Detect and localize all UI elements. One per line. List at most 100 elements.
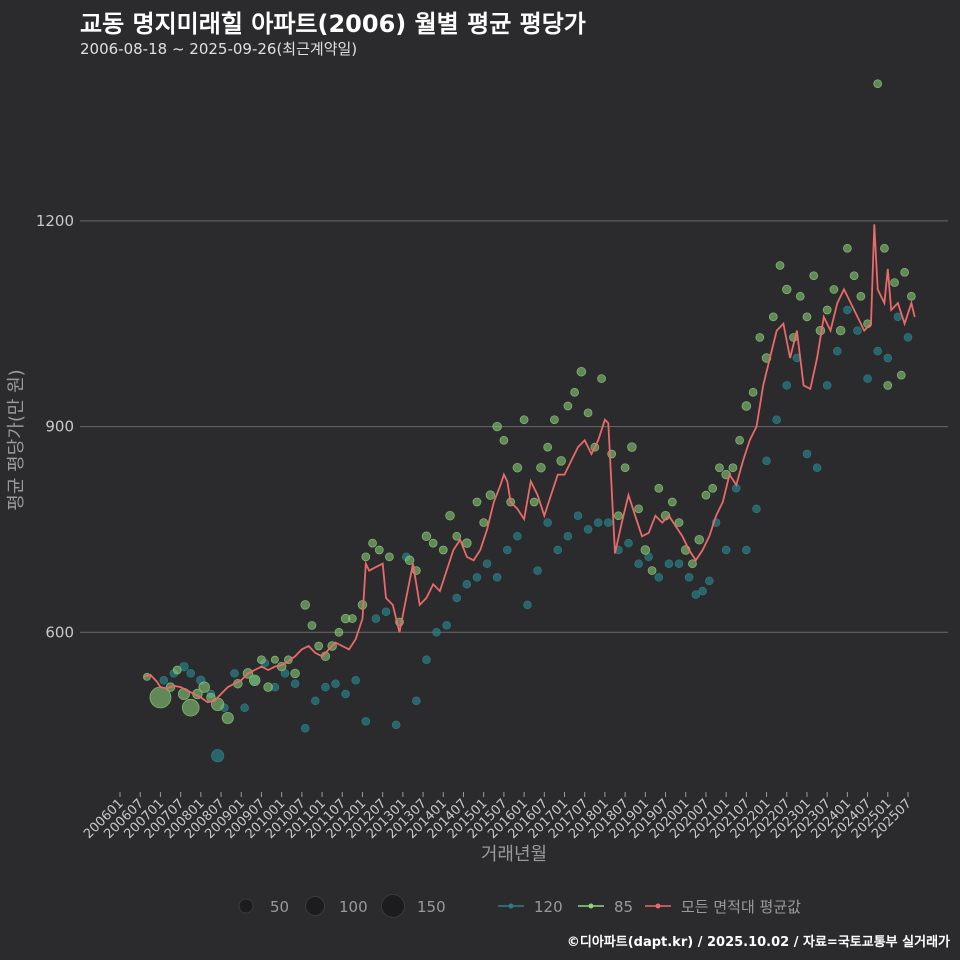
data-point-120 <box>442 621 451 630</box>
data-point-85 <box>462 538 472 548</box>
data-point-85 <box>385 552 394 562</box>
data-point-120 <box>691 590 701 599</box>
data-point-85 <box>883 381 893 390</box>
legend: 50 100 150 120 85 모든 면적대 평균값 <box>238 894 801 918</box>
data-point-120 <box>802 449 812 459</box>
data-point-120 <box>853 326 862 335</box>
data-point-85 <box>452 531 462 541</box>
data-point-85 <box>374 545 384 555</box>
data-point-85 <box>667 497 677 507</box>
data-point-120 <box>492 573 502 582</box>
data-point-85 <box>270 655 279 664</box>
data-point-85 <box>809 271 819 281</box>
data-point-120 <box>782 381 792 390</box>
data-point-120 <box>604 518 613 527</box>
data-point-120 <box>381 607 391 616</box>
data-point-85 <box>768 312 778 322</box>
data-point-120 <box>361 717 371 726</box>
data-point-120 <box>230 669 239 678</box>
data-point-120 <box>371 614 381 623</box>
data-point-120 <box>742 545 751 555</box>
data-point-120 <box>543 518 552 527</box>
data-point-120 <box>290 679 300 688</box>
data-point-85 <box>421 531 432 542</box>
data-point-85 <box>835 325 846 336</box>
data-point-120 <box>311 696 320 706</box>
data-point-85 <box>348 614 357 623</box>
data-point-85 <box>735 435 744 445</box>
data-point-85 <box>829 285 839 294</box>
data-point-120 <box>664 559 674 568</box>
data-point-85 <box>896 370 906 380</box>
data-point-120 <box>159 676 169 685</box>
data-point-85 <box>536 462 546 473</box>
legend-size-label: 50 <box>270 898 289 916</box>
data-point-85 <box>782 284 792 295</box>
series-120 <box>159 305 913 763</box>
data-point-85 <box>741 401 752 411</box>
data-point-85 <box>438 545 448 555</box>
data-point-120 <box>863 374 872 383</box>
series-average <box>143 224 916 704</box>
data-point-85 <box>688 559 697 569</box>
data-point-120 <box>721 545 731 555</box>
data-point-120 <box>698 586 707 596</box>
data-point-85 <box>479 518 489 527</box>
data-point-85 <box>211 697 225 711</box>
data-point-85 <box>334 627 344 637</box>
data-point-85 <box>198 681 210 693</box>
data-point-120 <box>583 525 593 534</box>
data-point-120 <box>211 749 225 763</box>
data-point-120 <box>674 559 684 568</box>
grid <box>80 220 948 633</box>
data-point-85 <box>543 442 553 452</box>
data-point-85 <box>715 463 724 473</box>
data-point-85 <box>654 483 664 493</box>
data-point-85 <box>843 243 852 253</box>
data-point-120 <box>883 353 893 363</box>
data-point-120 <box>513 532 522 541</box>
data-point-120 <box>553 545 563 555</box>
data-point-85 <box>755 333 765 342</box>
data-point-120 <box>186 669 195 678</box>
x-ticks: 2006012006072007012007072008012008072009… <box>81 792 915 842</box>
data-point-120 <box>654 573 664 582</box>
data-point-85 <box>368 538 377 548</box>
data-point-85 <box>556 456 566 466</box>
data-point-120 <box>533 566 542 575</box>
data-point-85 <box>748 387 758 397</box>
data-point-85 <box>620 463 630 473</box>
data-point-85 <box>428 538 438 548</box>
data-point-85 <box>550 415 559 425</box>
legend-size-swatch <box>238 898 254 914</box>
data-point-120 <box>412 696 421 706</box>
data-point-85 <box>314 641 324 651</box>
credit: ©디아파트(dapt.kr) / 2025.10.02 / 자료=국토교통부 실… <box>566 935 950 950</box>
data-point-120 <box>432 628 441 637</box>
data-point-120 <box>321 682 330 692</box>
data-point-120 <box>391 720 401 730</box>
data-point-120 <box>341 689 350 699</box>
data-point-85 <box>221 712 234 724</box>
data-point-85 <box>172 665 182 675</box>
data-point-120 <box>240 703 249 712</box>
data-point-85 <box>404 555 415 566</box>
data-point-85 <box>614 511 623 521</box>
data-point-85 <box>890 278 899 287</box>
legend-series-label: 85 <box>614 898 633 916</box>
data-point-85 <box>674 518 684 527</box>
legend-size-label: 100 <box>339 898 368 916</box>
data-point-120 <box>563 532 573 541</box>
data-point-120 <box>300 724 310 733</box>
data-point-120 <box>833 346 842 356</box>
data-point-120 <box>772 415 781 424</box>
data-point-120 <box>482 559 492 568</box>
data-point-120 <box>752 504 761 514</box>
data-point-85 <box>634 504 643 514</box>
data-point-85 <box>583 408 593 418</box>
data-point-120 <box>762 456 771 466</box>
data-point-85 <box>597 374 606 383</box>
legend-series-label: 120 <box>534 898 563 916</box>
data-point-120 <box>503 545 512 555</box>
data-point-120 <box>843 305 852 315</box>
